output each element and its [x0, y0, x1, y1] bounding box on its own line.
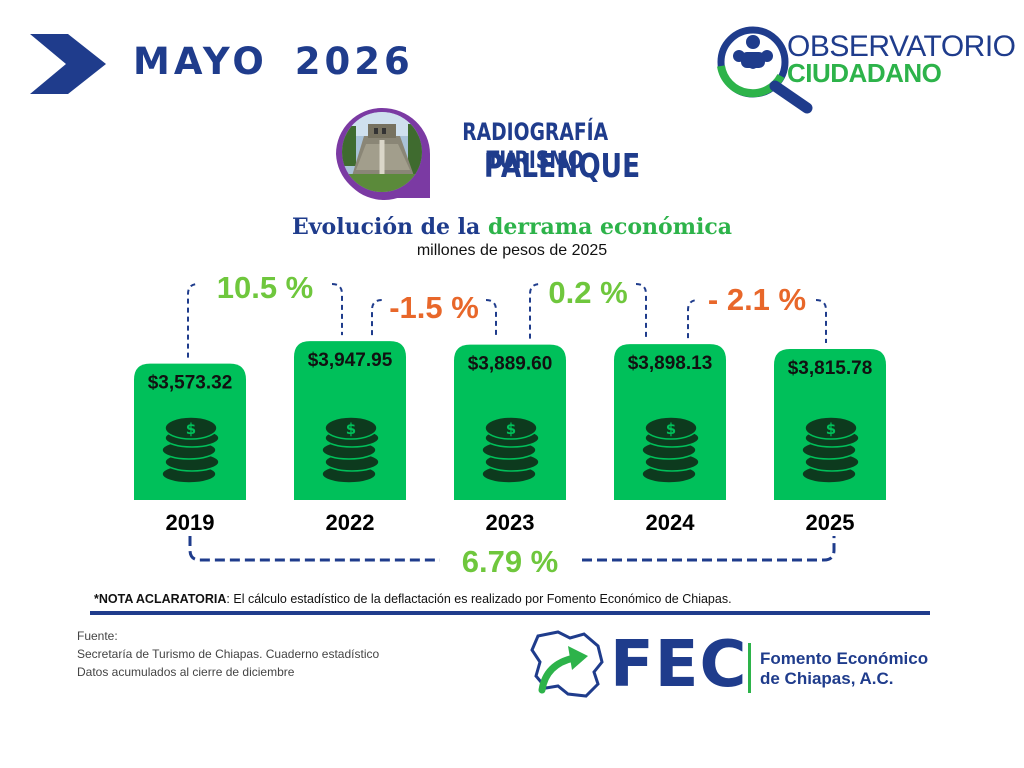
value-label-2024: $3,898.13: [628, 353, 713, 374]
source-label: Fuente:: [77, 629, 118, 643]
svg-text:$: $: [346, 420, 356, 438]
total-bracket-right: [582, 536, 836, 562]
svg-text:$: $: [506, 420, 516, 438]
change-bracket-right-2022: [331, 283, 343, 336]
value-label-2023: $3,889.60: [468, 354, 553, 375]
year-label-2025: 2025: [806, 510, 855, 535]
source-line-1: Secretaría de Turismo de Chiapas. Cuader…: [77, 647, 380, 661]
coin-stack-icon: $: [481, 416, 540, 484]
change-bracket-right-2024: [635, 283, 647, 339]
coin-stack-icon: $: [161, 416, 220, 484]
note-text: : El cálculo estadístico de la deflactac…: [226, 592, 732, 606]
change-label-2024-2025: - 2.1 %: [708, 282, 806, 317]
chevron-right-icon: [30, 34, 106, 94]
badge-title: RADIOGRAFÍA TURISMO: [462, 118, 609, 174]
badge-subtitle: PALENQUE: [483, 146, 641, 185]
chart-title: Evolución de la derrama económica: [0, 214, 1024, 240]
org-logo-line2: CIUDADANO: [787, 58, 942, 88]
chart-subtitle: millones de pesos de 2025: [416, 242, 608, 259]
value-label-2025: $3,815.78: [788, 358, 873, 379]
chart-title-part1: Evolución de la: [291, 214, 488, 240]
report-date: MAYO 2026: [133, 40, 414, 83]
svg-text:$: $: [186, 420, 196, 438]
palenque-temple-photo: [336, 108, 430, 200]
change-bracket-left-2019: [187, 283, 199, 358]
year-label-2023: 2023: [486, 510, 535, 535]
fec-acronym: FEC: [610, 628, 748, 702]
coin-stack-icon: $: [641, 416, 700, 484]
change-label-2022-2023: -1.5 %: [389, 290, 479, 325]
change-bracket-right-2023: [485, 299, 497, 339]
year-label-2024: 2024: [646, 510, 696, 535]
change-label-2023-2024: 0.2 %: [548, 275, 627, 310]
change-label-2019-2022: 10.5 %: [217, 270, 314, 305]
coin-stack-icon: $: [321, 416, 380, 484]
svg-text:$: $: [666, 420, 676, 438]
year-label-2019: 2019: [166, 510, 215, 535]
change-bracket-left-2023: [529, 283, 541, 339]
svg-text:$: $: [826, 420, 836, 438]
total-bracket-left: [188, 536, 440, 562]
chiapas-map-arrow-icon: [530, 630, 604, 698]
value-label-2019: $3,573.32: [148, 373, 233, 394]
fec-name-line1: Fomento Económico: [760, 649, 929, 668]
logo-divider: [748, 643, 751, 693]
coin-stack-icon: $: [801, 416, 860, 484]
observatorio-ciudadano-logo: [717, 26, 813, 114]
change-bracket-left-2024: [687, 299, 699, 339]
total-change-label: 6.79 %: [462, 544, 559, 579]
divider: [90, 611, 930, 615]
report-year: 2026: [294, 40, 414, 83]
fec-name-line2: de Chiapas, A.C.: [760, 669, 894, 688]
year-label-2022: 2022: [326, 510, 375, 535]
note-label: *NOTA ACLARATORIA: [94, 592, 227, 606]
report-month: MAYO: [133, 40, 268, 83]
change-bracket-left-2022: [371, 299, 383, 336]
chart-title-part2: derrama económica: [487, 214, 732, 240]
source-block: Fuente: Secretaría de Turismo de Chiapas…: [77, 627, 379, 681]
change-bracket-right-2025: [815, 299, 827, 344]
source-line-2: Datos acumulados al cierre de diciembre: [77, 665, 295, 679]
clarifying-note: *NOTA ACLARATORIA: El cálculo estadístic…: [94, 592, 732, 606]
org-logo-line1: OBSERVATORIO: [787, 30, 1016, 63]
value-label-2022: $3,947.95: [308, 350, 393, 371]
